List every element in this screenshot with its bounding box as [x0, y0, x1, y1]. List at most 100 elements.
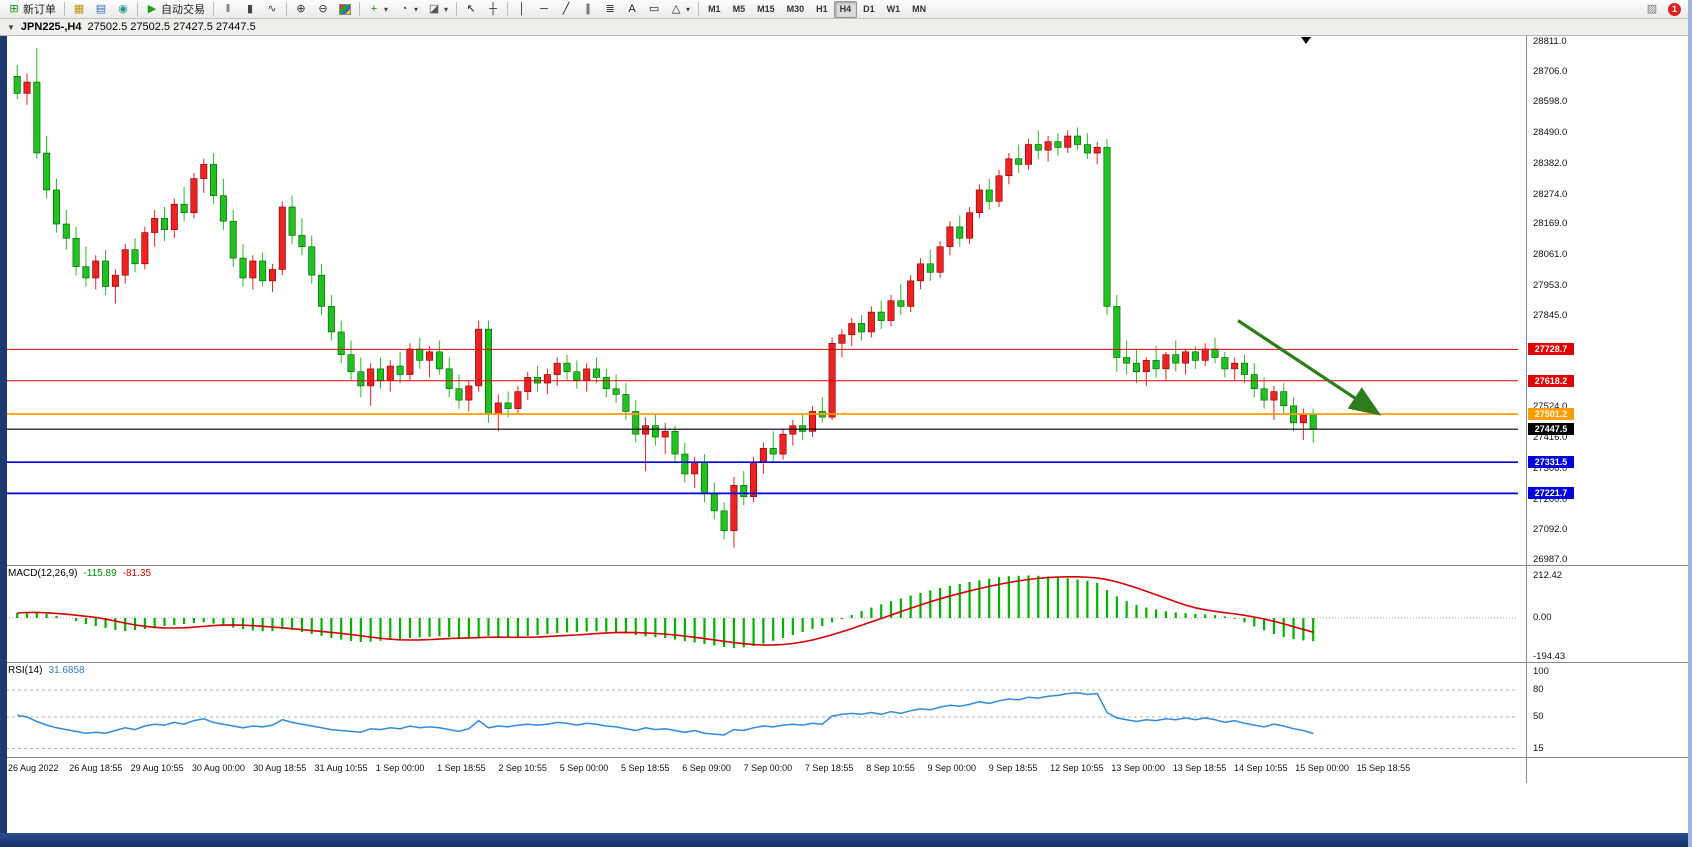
zoom-out-button[interactable]: ⊖ [312, 1, 334, 18]
profiles-icon: ▤ [95, 2, 107, 15]
bar-chart-mode-button[interactable]: ‖ [217, 1, 239, 18]
left-border-strip [0, 19, 7, 833]
text-label-button[interactable]: ▭ [643, 1, 665, 18]
price-tick: 28274.0 [1533, 188, 1568, 200]
notification-badge[interactable]: 1 [1668, 2, 1681, 16]
candlestick-chart[interactable] [0, 36, 1526, 565]
chart-menu-icon[interactable]: ▼ [7, 22, 15, 32]
price-tick: 28598.0 [1533, 96, 1568, 108]
chart-titlebar[interactable]: ▼ JPN225-,H4 27502.5 27502.5 27427.5 274… [0, 19, 1692, 36]
styler-button[interactable]: ▨ [1641, 1, 1663, 18]
zoom-in-icon: ⊕ [296, 2, 306, 15]
rsi-value: 31.6858 [48, 665, 85, 676]
candlestick-mode-button[interactable]: ▮ [239, 1, 261, 18]
text-button[interactable]: A [621, 1, 643, 18]
timeframe-m1-button[interactable]: M1 [708, 4, 721, 14]
auto-trading-label: 自动交易 [161, 4, 205, 16]
horizontal-line-button[interactable]: ─ [533, 1, 555, 18]
bar-chart-mode-icon: ‖ [225, 2, 231, 15]
trendline-button[interactable]: ╱ [555, 1, 577, 18]
shapes-dropdown[interactable]: ▾ [686, 4, 691, 14]
macd-main-value: -115.89 [83, 568, 117, 579]
time-label[interactable]: 1 Sep 00:00 [375, 763, 425, 773]
periods-dropdown[interactable]: ▾ [414, 4, 419, 14]
toolbar-separator [286, 2, 287, 16]
macd-pane[interactable]: MACD(12,26,9) -115.89 -81.35 212.42 0.00 -… [0, 565, 1692, 662]
levels-layer[interactable] [0, 347, 1518, 496]
rsi-pane[interactable]: RSI(14) 31.6858 100 80 50 15 [0, 662, 1692, 757]
price-level-badge-resistance-upper: 27728.7 [1528, 343, 1574, 356]
macd-signal-value: -81.35 [122, 568, 152, 579]
time-label[interactable]: 26 Aug 2022 [8, 763, 59, 773]
chart-shift-marker[interactable] [1301, 37, 1311, 44]
zoom-in-button[interactable]: ⊕ [290, 1, 312, 18]
time-label[interactable]: 5 Sep 18:55 [621, 763, 670, 773]
chart-column: 28811.0 28706.0 28598.0 28490.0 28382.0 28274… [0, 36, 1692, 783]
time-label[interactable]: 6 Sep 09:00 [682, 763, 731, 773]
tile-windows-icon [339, 3, 351, 15]
fibonacci-button[interactable]: ≣ [599, 1, 621, 18]
vertical-line-button[interactable]: │ [511, 1, 533, 18]
market-sound-button[interactable]: ◉ [112, 1, 134, 18]
time-label[interactable]: 15 Sep 18:55 [1356, 763, 1411, 773]
timeframe-h4-button[interactable]: H4 [833, 0, 858, 18]
indicators-dropdown[interactable]: ▾ [384, 4, 389, 14]
line-chart-mode-button[interactable]: ∿ [261, 1, 283, 18]
templates-dropdown[interactable]: ▾ [444, 4, 449, 14]
macd-tick: 0.00 [1533, 612, 1552, 623]
periods-button[interactable]: ◔ ▾ [393, 1, 423, 18]
templates-button[interactable]: ◪ ▾ [423, 1, 453, 18]
timeframe-mn-button[interactable]: MN [912, 4, 927, 14]
price-level-badge-pivot-orange: 27501.2 [1528, 407, 1574, 420]
equidistant-channel-button[interactable]: ∥ [577, 1, 599, 18]
equidistant-channel-icon: ∥ [585, 2, 591, 15]
time-label[interactable]: 13 Sep 18:55 [1172, 763, 1227, 773]
time-axis[interactable]: 26 Aug 2022 26 Aug 18:55 29 Aug 10:55 30 Au… [0, 757, 1692, 783]
timeframe-m5-button[interactable]: M5 [732, 4, 746, 14]
open-chart-button[interactable]: ▦ [68, 1, 90, 18]
time-label[interactable]: 15 Sep 00:00 [1295, 763, 1349, 773]
price-axis[interactable]: 28811.0 28706.0 28598.0 28490.0 28382.0 28274… [1526, 36, 1692, 565]
time-label[interactable]: 13 Sep 00:00 [1111, 763, 1165, 773]
timeframe-h1-button[interactable]: H1 [816, 4, 828, 14]
time-label[interactable]: 26 Aug 18:55 [69, 763, 123, 773]
time-label[interactable]: 9 Sep 18:55 [988, 763, 1038, 773]
indicators-button[interactable]: + ▾ [363, 1, 393, 18]
time-label[interactable]: 30 Aug 18:55 [253, 763, 307, 773]
time-label[interactable]: 7 Sep 18:55 [804, 763, 854, 773]
macd-label: MACD(12,26,9) -115.89 -81.35 [8, 568, 151, 579]
time-label[interactable]: 1 Sep 18:55 [437, 763, 486, 773]
time-label[interactable]: 14 Sep 10:55 [1234, 763, 1288, 773]
new-order-button[interactable]: ⊞ 新订单 [3, 1, 61, 18]
macd-name: MACD(12,26,9) [8, 568, 78, 579]
time-label[interactable]: 7 Sep 00:00 [743, 763, 793, 773]
timeframe-m15-button[interactable]: M15 [757, 4, 775, 14]
time-label[interactable]: 31 Aug 10:55 [314, 763, 368, 773]
macd-tick: 212.42 [1533, 569, 1563, 581]
macd-signal-line [17, 575, 1314, 646]
time-label[interactable]: 9 Sep 00:00 [927, 763, 977, 773]
time-label[interactable]: 12 Sep 10:55 [1050, 763, 1104, 773]
timeframe-m30-button[interactable]: M30 [786, 4, 805, 14]
shapes-button[interactable]: △ ▾ [665, 1, 695, 18]
candlestick-mode-icon: ▮ [246, 2, 254, 15]
timeframe-d1-button[interactable]: D1 [863, 4, 875, 14]
cursor-button[interactable]: ↖ [460, 1, 482, 18]
trend-arrow[interactable] [1237, 319, 1382, 416]
toolbar-separator [359, 2, 360, 16]
tile-windows-button[interactable] [334, 1, 356, 18]
price-tick: 27092.0 [1533, 524, 1568, 536]
time-label[interactable]: 29 Aug 10:55 [130, 763, 184, 773]
main-chart[interactable]: 28811.0 28706.0 28598.0 28490.0 28382.0 28274… [0, 36, 1692, 565]
timeframe-w1-button[interactable]: W1 [886, 4, 901, 14]
time-label[interactable]: 5 Sep 00:00 [559, 763, 609, 773]
profiles-button[interactable]: ▤ [90, 1, 112, 18]
vertical-line-icon: │ [518, 2, 526, 15]
auto-trading-button[interactable]: ▶ 自动交易 [141, 1, 210, 18]
time-label[interactable]: 8 Sep 10:55 [866, 763, 915, 773]
periods-icon: ◔ [400, 2, 408, 15]
rsi-tick: 15 [1533, 742, 1544, 754]
time-label[interactable]: 2 Sep 10:55 [498, 763, 547, 773]
time-label[interactable]: 30 Aug 00:00 [191, 763, 245, 773]
crosshair-button[interactable]: ┼ [482, 1, 504, 18]
